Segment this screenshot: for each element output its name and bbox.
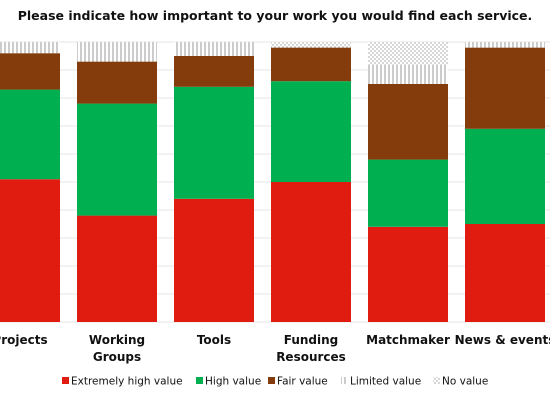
bar-segment-news-and-events-high-value bbox=[465, 128, 545, 224]
category-label-news-and-events: News & events bbox=[455, 333, 550, 347]
bar-segment-news-and-events-limited-value bbox=[465, 42, 545, 48]
legend-swatch-extremely-high-value bbox=[62, 377, 69, 384]
bar-segment-funding-resources-extremely-high-value bbox=[271, 182, 351, 322]
bar-segment-matchmaker-extremely-high-value bbox=[368, 226, 448, 322]
bar-segment-tools-high-value bbox=[174, 86, 254, 199]
bar-segment-working-groups-limited-value bbox=[77, 42, 157, 62]
legend-item-high-value: High value bbox=[196, 376, 261, 388]
category-label-projects: Projects bbox=[0, 333, 48, 347]
bar-segment-funding-resources-high-value bbox=[271, 81, 351, 182]
category-label-working-groups: Working Groups bbox=[89, 333, 145, 364]
legend-label-limited-value: Limited value bbox=[350, 376, 421, 388]
legend-label-fair-value: Fair value bbox=[277, 376, 328, 388]
bar-segment-funding-resources-fair-value bbox=[271, 47, 351, 82]
legend-item-no-value: No value bbox=[433, 376, 488, 388]
category-label-matchmaker: Matchmaker bbox=[366, 333, 450, 347]
bar-segment-projects-limited-value bbox=[0, 42, 60, 54]
legend-label-extremely-high-value: Extremely high value bbox=[71, 376, 183, 388]
legend-swatch-fair-value bbox=[268, 377, 275, 384]
bar-segment-projects-extremely-high-value bbox=[0, 179, 60, 322]
bar-segment-tools-limited-value bbox=[174, 42, 254, 56]
legend: Extremely high value High value Fair value… bbox=[62, 376, 488, 388]
bar-segment-tools-fair-value bbox=[174, 56, 254, 87]
bar-segment-matchmaker-fair-value bbox=[368, 84, 448, 160]
bar-segment-working-groups-extremely-high-value bbox=[77, 215, 157, 322]
legend-swatch-limited-value bbox=[341, 377, 348, 384]
bar-segment-news-and-events-fair-value bbox=[465, 47, 545, 129]
chart-title: Please indicate how important to your wo… bbox=[18, 8, 533, 23]
legend-swatch-no-value bbox=[433, 377, 440, 384]
bar-segment-news-and-events-extremely-high-value bbox=[465, 224, 545, 322]
bar-segment-working-groups-high-value bbox=[77, 103, 157, 216]
bar-segment-matchmaker-high-value bbox=[368, 159, 448, 227]
legend-swatch-high-value bbox=[196, 377, 203, 384]
category-label-funding-resources: Funding Resources bbox=[276, 333, 346, 364]
bar-segment-funding-resources-no-value bbox=[271, 42, 351, 48]
bar-segment-projects-high-value bbox=[0, 89, 60, 180]
bars bbox=[0, 42, 545, 322]
bar-segment-tools-extremely-high-value bbox=[174, 198, 254, 322]
legend-label-high-value: High value bbox=[205, 376, 261, 388]
legend-item-limited-value: Limited value bbox=[341, 376, 421, 388]
legend-item-fair-value: Fair value bbox=[268, 376, 328, 388]
bar-segment-matchmaker-no-value bbox=[368, 42, 448, 65]
legend-label-no-value: No value bbox=[442, 376, 488, 388]
category-label-tools: Tools bbox=[197, 333, 231, 347]
bar-segment-matchmaker-limited-value bbox=[368, 64, 448, 84]
bar-segment-projects-fair-value bbox=[0, 53, 60, 90]
bar-segment-working-groups-fair-value bbox=[77, 61, 157, 104]
legend-item-extremely-high-value: Extremely high value bbox=[62, 376, 183, 388]
